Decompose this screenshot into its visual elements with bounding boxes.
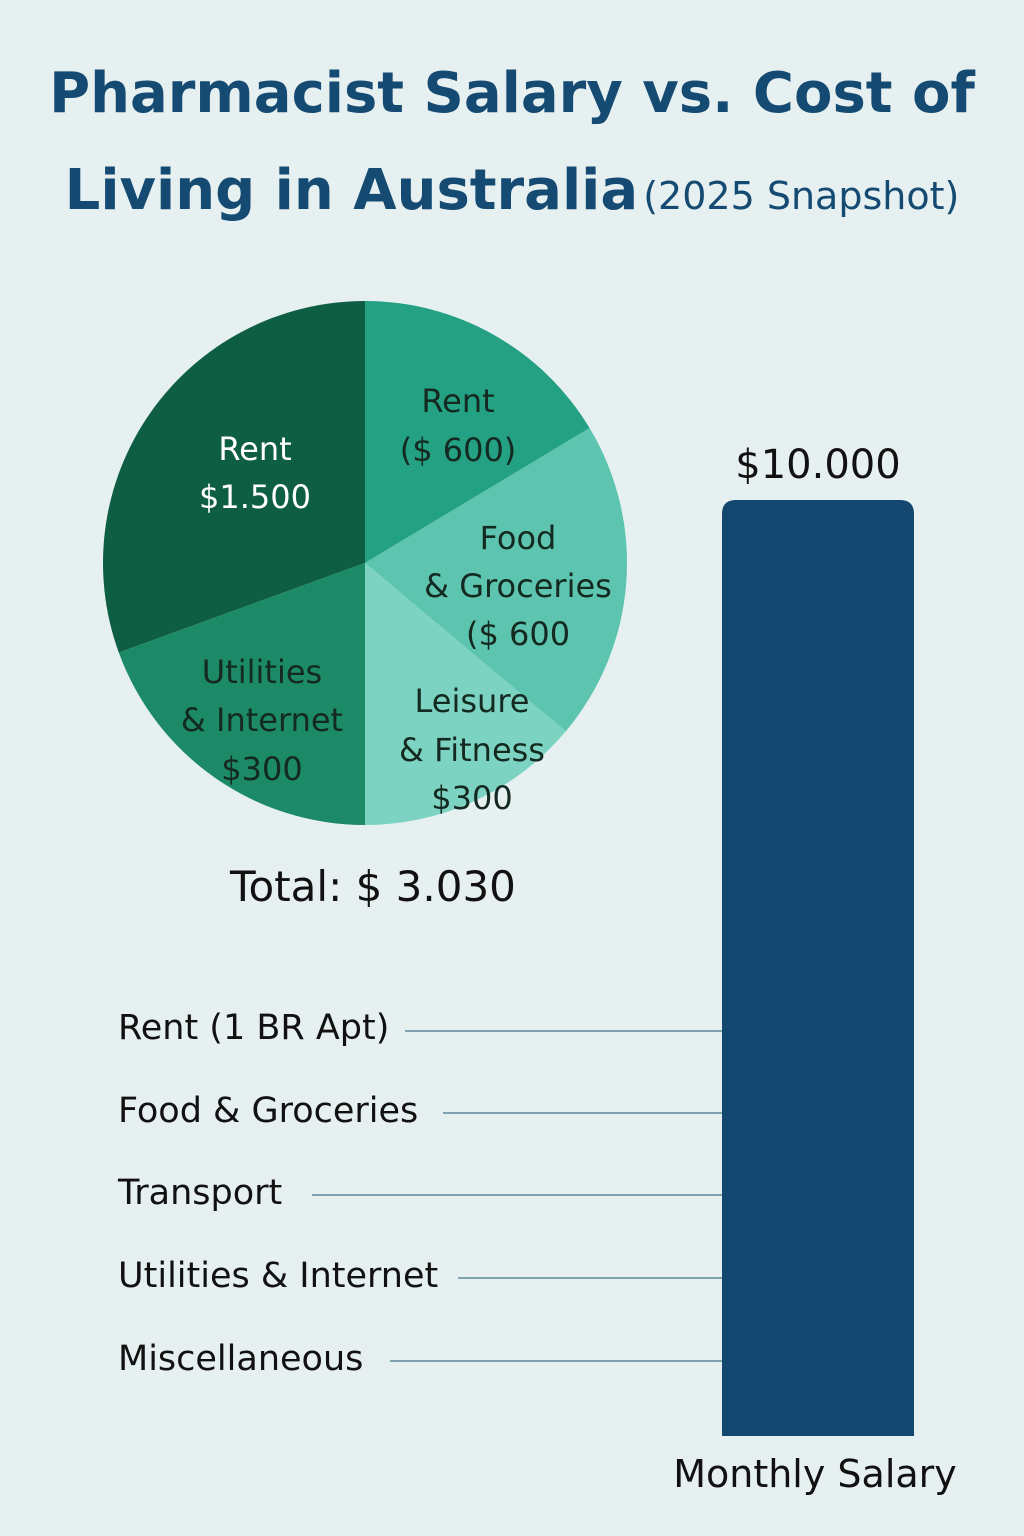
list-label-utilities: Utilities & Internet [118,1256,439,1296]
pie-label-utilities-internet-line-3: $300 [221,750,302,788]
pie-label-rent-light-line-2: ($ 600) [400,431,517,469]
pie-label-utilities-internet-line-2: & Internet [181,701,343,739]
title-main: Pharmacist Salary vs. Cost of Living in … [49,61,975,223]
pie-label-leisure-fitness-line-2: & Fitness [399,731,545,769]
pie-label-leisure-fitness-line-1: Leisure [415,682,530,720]
pie-label-rent-light-line-1: Rent [421,382,494,420]
bar-monthly-salary [722,500,914,1436]
pie-slice-food-groceries [365,428,627,732]
pie-label-food-groceries-line-3: ($ 600 [466,615,570,653]
pie-label-leisure-fitness-line-3: $300 [431,779,512,817]
chart-title: Pharmacist Salary vs. Cost of Living in … [0,52,1024,246]
title-subtitle: (2025 Snapshot) [643,174,960,218]
list-label-rent: Rent (1 BR Apt) [118,1008,390,1048]
list-label-food: Food & Groceries [118,1091,419,1131]
pie-label-rent-dark-line-1: Rent [218,430,291,468]
pie-slice-rent-light [365,301,590,563]
pie-slice-utilities-internet [118,563,365,825]
pie-slice-leisure-fitness [365,563,566,825]
list-label-misc: Miscellaneous [118,1339,364,1379]
pie-slices [103,301,627,825]
pie-label-food-groceries-line-2: & Groceries [424,567,612,605]
list-label-transport: Transport [118,1173,283,1213]
bar-value-label: $10.000 [735,442,901,488]
connector-lines [312,1030,722,1362]
pie-slice-rent-dark [103,301,365,653]
pie-labels: Rent $1.500 Rent ($ 600) Food & Groceries ($ 6… [181,382,612,817]
pie-label-rent-dark-line-2: $1.500 [199,478,311,516]
bar-category-label: Monthly Salary [673,1452,957,1496]
pie-label-utilities-internet-line-1: Utilities [202,653,322,691]
pie-total-label: Total: $ 3.030 [230,862,516,911]
pie-label-food-groceries-line-1: Food [480,519,557,557]
